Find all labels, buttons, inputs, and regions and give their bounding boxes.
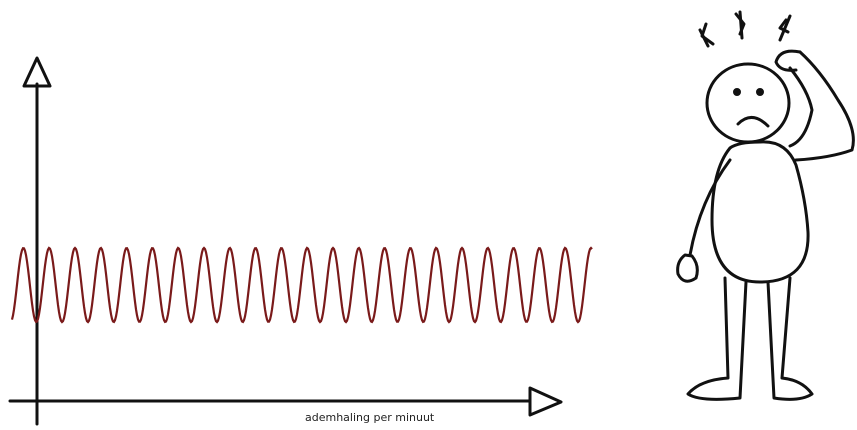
axis-label: ademhaling per minuut bbox=[305, 411, 435, 424]
illustration: ademhaling per minuut bbox=[0, 0, 857, 430]
page: ademhaling per minuut (() => { const dat… bbox=[0, 0, 857, 430]
